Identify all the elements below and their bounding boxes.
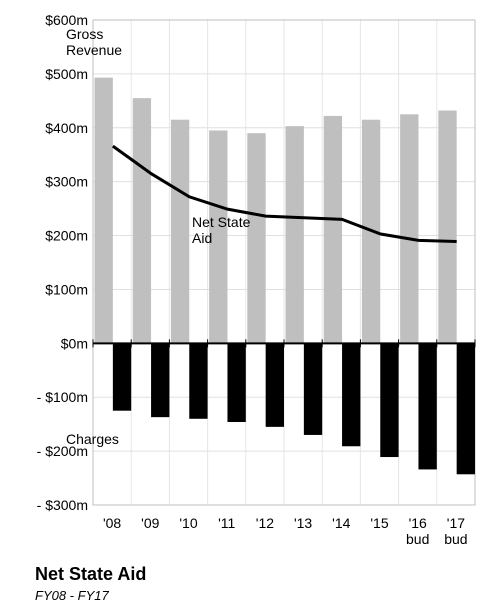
x-tick-label: '09 bbox=[141, 515, 160, 531]
x-tick-label: '10 bbox=[179, 515, 198, 531]
y-tick-label: $100m bbox=[45, 281, 88, 297]
line bbox=[111, 144, 457, 243]
y-tick-label: - $200m bbox=[37, 443, 88, 459]
bar bbox=[342, 343, 361, 447]
bar bbox=[456, 343, 475, 475]
y-tick-label: - $300m bbox=[37, 497, 88, 513]
bar bbox=[400, 114, 419, 344]
chart-title: Net State Aid bbox=[35, 564, 147, 584]
bar bbox=[170, 119, 190, 344]
series-annotation: Net State Aid bbox=[192, 214, 251, 246]
bar bbox=[132, 98, 152, 344]
bar bbox=[380, 343, 399, 458]
bar bbox=[227, 343, 246, 423]
y-tick-label: $0m bbox=[61, 335, 88, 351]
x-tick-label: '11 bbox=[218, 515, 236, 531]
x-tick-label: '15 bbox=[370, 515, 389, 531]
series-annotation: Gross Revenue bbox=[66, 26, 123, 58]
bar bbox=[189, 343, 208, 419]
bar bbox=[112, 343, 132, 411]
bar bbox=[247, 133, 266, 344]
x-tick-label: '13 bbox=[293, 515, 313, 531]
x-tick-label: '14 bbox=[332, 515, 351, 531]
bar bbox=[438, 110, 457, 344]
y-tick-label: $200m bbox=[45, 228, 88, 244]
bar bbox=[94, 77, 113, 344]
y-tick-label: $300m bbox=[45, 174, 88, 190]
y-tick-label: - $100m bbox=[37, 389, 88, 405]
bar bbox=[209, 130, 228, 344]
series-annotation: Charges bbox=[66, 431, 119, 447]
bar bbox=[265, 343, 284, 427]
y-tick-label: $500m bbox=[45, 66, 88, 82]
bar bbox=[418, 343, 437, 470]
y-tick-label: $400m bbox=[45, 120, 88, 136]
chart-subtitle: FY08 - FY17 bbox=[35, 588, 109, 603]
x-tick-label: '16 bud bbox=[406, 515, 430, 547]
bar bbox=[303, 343, 323, 435]
x-tick-label: '12 bbox=[255, 515, 275, 531]
plot-frame bbox=[92, 19, 476, 506]
bar bbox=[323, 115, 343, 344]
x-tick-label: '08 bbox=[102, 515, 122, 531]
bar bbox=[151, 343, 170, 418]
y-tick-label: $600m bbox=[45, 12, 88, 28]
x-tick-label: '17 bud bbox=[444, 515, 468, 547]
bar bbox=[285, 126, 304, 344]
